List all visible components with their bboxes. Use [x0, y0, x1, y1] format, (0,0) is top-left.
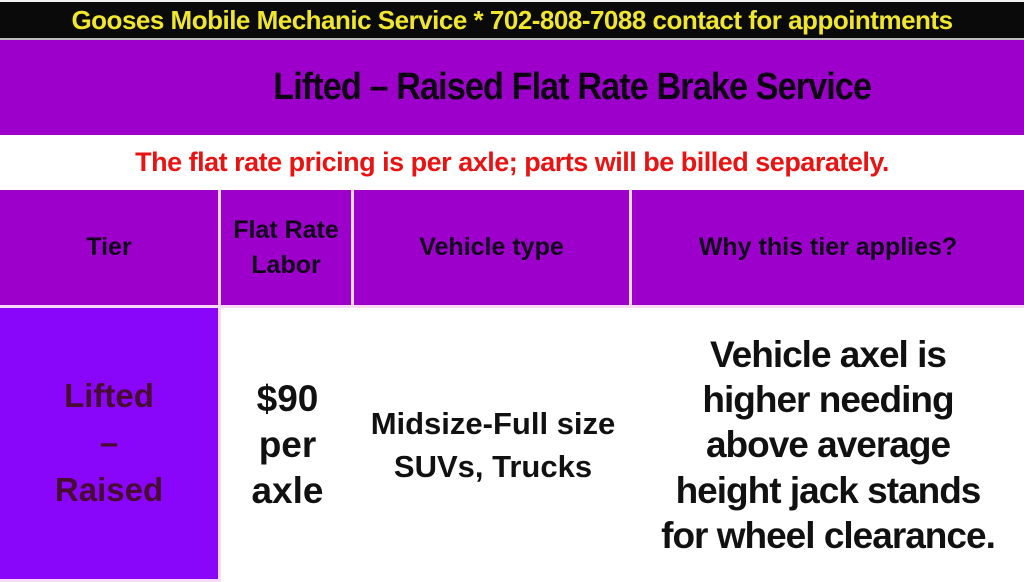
header-cell-vehicle-type: Vehicle type — [354, 190, 632, 305]
page-title: Lifted – Raised Flat Rate Brake Service — [273, 66, 872, 108]
table-header-row: Tier Flat Rate Labor Vehicle type Why th… — [0, 190, 1024, 308]
pricing-notice: The flat rate pricing is per axle; parts… — [0, 135, 1024, 190]
pricing-notice-text: The flat rate pricing is per axle; parts… — [135, 147, 889, 177]
header-cell-why-tier-applies: Why this tier applies? — [698, 233, 958, 261]
contact-banner: Gooses Mobile Mechanic Service * 702-808… — [0, 0, 1024, 40]
cell-why-tier-applies: Vehicle axel is higher needing above ave… — [661, 334, 996, 556]
cell-flat-rate-labor: $90 per axle — [251, 377, 324, 512]
title-banner: Lifted – Raised Flat Rate Brake Service — [0, 40, 1024, 135]
table-row: Lifted – Raised $90 per axle Midsize-Ful… — [0, 308, 1024, 582]
rate-table: Tier Flat Rate Labor Vehicle type Why th… — [0, 190, 1024, 582]
cell-tier-lifted-raised: Lifted – Raised — [0, 308, 221, 582]
header-cell-flat-rate-labor: Flat Rate Labor — [221, 190, 354, 305]
contact-banner-text: Gooses Mobile Mechanic Service * 702-808… — [71, 4, 953, 35]
cell-vehicle-type: Midsize-Full size SUVs, Trucks — [370, 405, 616, 484]
header-cell-tier: Tier — [0, 190, 221, 305]
